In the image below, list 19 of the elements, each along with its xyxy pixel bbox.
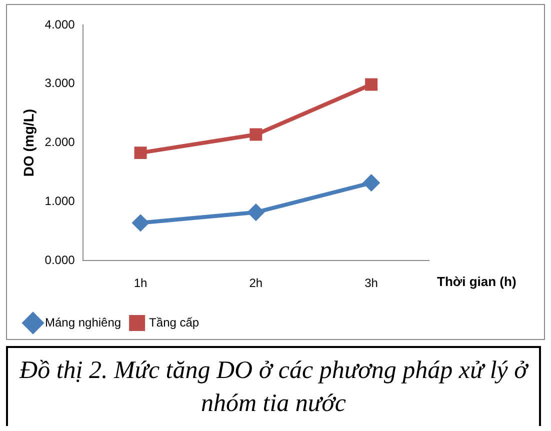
text: Đồ thị 2. Mức tăng DO ở các phương pháp xử lý ở nhóm tia nước (6, 346, 541, 426)
y-tick-label: 0.000 (44, 252, 76, 267)
x-axis-title: Thời gian (h) (437, 274, 516, 290)
y-tick-label: 4.000 (44, 17, 76, 32)
legend-label: Máng nghiêng (45, 315, 122, 330)
legend-label: Tầng cấp (149, 315, 200, 330)
x-tick-label: 1h (134, 276, 148, 290)
point (132, 214, 149, 231)
point (134, 146, 147, 160)
point (248, 204, 264, 220)
point (365, 78, 378, 91)
x-tick-label: 2h (249, 276, 263, 290)
y-axis-title: DO (mg/L) (20, 108, 36, 177)
y-tick-label: 1.000 (44, 194, 76, 208)
y-tick-label: 3.000 (44, 76, 76, 90)
y-tick-label: 2.000 (44, 135, 76, 150)
point (363, 174, 380, 191)
point (250, 128, 262, 141)
x-tick-label: 3h (364, 276, 378, 290)
